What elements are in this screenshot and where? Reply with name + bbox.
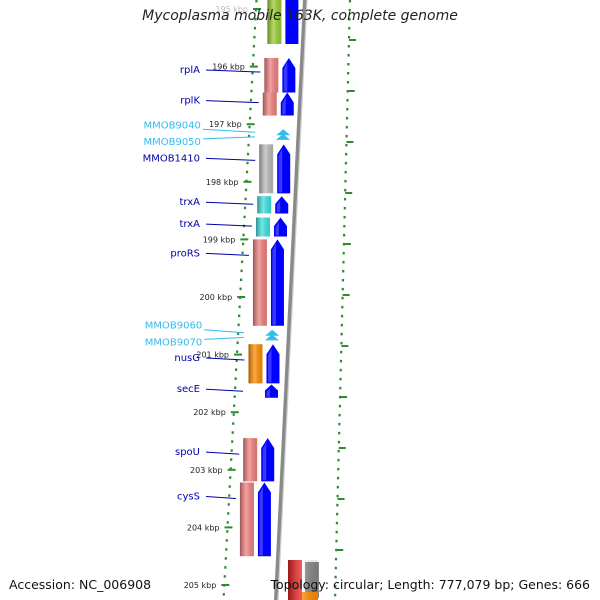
cog-shade-box <box>259 144 274 194</box>
cds-arrow-shine <box>278 148 283 193</box>
cds-arrow-shine <box>267 348 272 383</box>
gene-leader-line <box>205 451 240 455</box>
ruler-tick-label: 199 kbp <box>203 235 236 244</box>
cds-arrow-shine <box>276 200 281 213</box>
cog-shade-box <box>239 482 254 557</box>
gene-label: rplK <box>180 96 200 107</box>
gene-leader-line <box>204 329 245 334</box>
gene-leader-line <box>205 223 253 227</box>
map-title: Mycoplasma mobile 163K, complete genome <box>142 8 458 24</box>
ruler-tick-label: 201 kbp <box>196 351 229 360</box>
gene-leader-line <box>205 201 254 205</box>
gene-label: proRS <box>170 248 200 259</box>
cds-arrow-shine <box>275 221 280 236</box>
cds-arrow-shine <box>262 442 267 481</box>
ruler-tick-label: 197 kbp <box>209 120 242 129</box>
cds-arrow <box>285 0 299 44</box>
genome-backbone-highlight <box>277 0 308 600</box>
gene-label: trxA <box>179 197 200 208</box>
gene-label: MMOB9060 <box>145 321 202 332</box>
ruler-tick-label: 196 kbp <box>212 63 245 72</box>
gene-leader-line <box>205 495 236 499</box>
ruler-tick-label: 202 kbp <box>193 408 226 417</box>
ruler-tick-label: 200 kbp <box>200 293 233 302</box>
cds-arrow-shine <box>259 486 263 556</box>
gene-leader-line <box>205 69 261 73</box>
cog-shade-box <box>256 217 271 237</box>
gene-leader-line <box>205 388 244 392</box>
topology-label: Topology: circular; Length: 777,079 bp; … <box>270 577 591 592</box>
gene-leader-line <box>205 100 259 104</box>
cds-arrow-shine <box>272 243 276 325</box>
cog-shade-box <box>262 92 277 116</box>
hypothetical-gene-arrow <box>275 133 290 140</box>
gene-label: MMOB9050 <box>143 137 200 148</box>
hypothetical-gene-arrow <box>276 129 291 136</box>
hypothetical-gene-arrow <box>265 329 280 336</box>
gene-leader-line <box>204 336 244 340</box>
gene-label: MMOB9070 <box>145 337 202 348</box>
cds-arrow-shine <box>282 96 286 115</box>
gene-label: MMOB1410 <box>143 153 200 164</box>
gene-leader-line <box>205 357 245 361</box>
cog-shade-box <box>248 344 263 384</box>
gene-label: nusG <box>174 353 200 364</box>
hypothetical-gene-arrow <box>264 334 279 341</box>
gene-label: spoU <box>175 447 200 458</box>
accession-label: Accession: NC_006908 <box>9 577 152 592</box>
ruler-tick-label: 204 kbp <box>187 523 220 532</box>
gene-label: MMOB9040 <box>143 120 200 131</box>
ruler-tick-label: 203 kbp <box>190 466 223 475</box>
gene-label: secE <box>177 384 200 395</box>
genome-backbone <box>274 0 307 600</box>
ruler-tick-label: 195 kbp <box>215 5 248 14</box>
cog-shade-box <box>288 560 318 600</box>
gene-leader-line <box>205 252 249 256</box>
cog-shade-box <box>257 196 272 214</box>
gene-leader-line <box>202 128 256 133</box>
cog-shade-box <box>264 57 279 93</box>
ruler-tick-label: 198 kbp <box>206 178 239 187</box>
cog-shade-box <box>252 239 267 326</box>
cog-shade-box <box>243 438 258 482</box>
gene-leader-line <box>205 157 256 161</box>
cds-arrow-shine <box>266 388 270 397</box>
outer-ring-dotted-line <box>333 0 352 600</box>
ruler-tick-label: 205 kbp <box>184 581 217 590</box>
cds-arrow-shine <box>283 61 288 92</box>
gene-label: trxA <box>179 219 200 230</box>
gene-leader-line <box>202 136 255 140</box>
cog-shade-box <box>267 0 282 44</box>
gene-label: rplA <box>180 65 200 76</box>
ruler-dotted-line <box>222 0 258 600</box>
gene-label: cysS <box>177 491 200 502</box>
